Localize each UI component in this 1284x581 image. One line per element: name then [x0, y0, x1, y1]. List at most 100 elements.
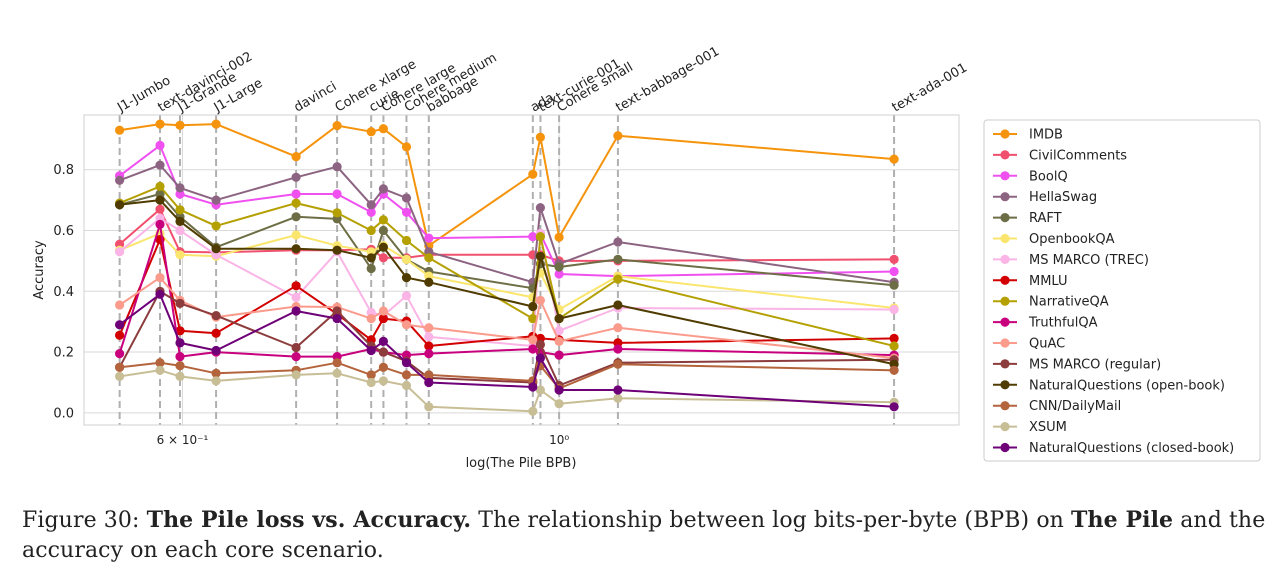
series-line: [118, 208, 895, 262]
data-point: [155, 181, 165, 191]
data-point: [613, 359, 623, 369]
legend-label: BoolQ: [1029, 169, 1068, 184]
data-point: [291, 292, 301, 302]
legend-label: CivilComments: [1029, 148, 1127, 163]
data-point: [155, 358, 165, 368]
data-point: [291, 352, 301, 362]
data-point: [889, 365, 899, 375]
data-point: [155, 219, 165, 229]
data-point: [613, 385, 623, 395]
data-point: [535, 339, 546, 350]
data-point: [366, 263, 376, 274]
legend-item: NaturalQuestions (open-book): [993, 378, 1225, 393]
data-point: [889, 154, 899, 164]
data-point: [291, 281, 301, 291]
data-point: [211, 345, 221, 356]
data-point: [424, 253, 434, 263]
caption-title: The Pile loss vs. Accuracy.: [146, 507, 472, 533]
data-point: [424, 402, 434, 412]
data-point: [554, 232, 564, 242]
legend-label: TruthfulQA: [1028, 316, 1098, 331]
legend-label: RAFT: [1029, 211, 1062, 226]
legend-swatch-marker: [1000, 192, 1010, 202]
legend-swatch-marker: [1000, 317, 1010, 327]
data-point: [366, 345, 376, 356]
data-point: [211, 368, 221, 378]
data-point: [366, 314, 376, 324]
data-point: [528, 335, 538, 345]
data-point: [211, 311, 221, 321]
data-point: [115, 247, 125, 257]
data-point: [332, 306, 342, 316]
legend-item: IMDB: [993, 128, 1063, 143]
data-point: [378, 336, 388, 346]
data-point: [291, 230, 301, 240]
data-point: [175, 298, 185, 308]
data-point: [155, 289, 165, 299]
legend-label: IMDB: [1029, 128, 1063, 143]
data-point: [175, 371, 185, 381]
caption-text-1: The relationship between log bits-per-by…: [471, 508, 1072, 533]
data-point: [889, 402, 899, 412]
series-xsum: [115, 365, 899, 416]
data-point: [366, 225, 376, 236]
legend-item: XSUM: [993, 420, 1067, 435]
series-imdb: [115, 119, 899, 251]
legend-item: MMLU: [993, 274, 1068, 289]
data-point: [332, 162, 342, 172]
data-point: [535, 132, 546, 142]
legend-swatch-marker: [1000, 233, 1010, 244]
data-point: [175, 216, 185, 226]
data-point: [378, 215, 388, 225]
data-point: [291, 370, 301, 380]
data-point: [175, 183, 185, 193]
model-labels: J1-Jumbotext-davinci-002J1-GrandeJ1-Larg…: [114, 44, 970, 116]
data-point: [378, 124, 388, 134]
data-point: [115, 362, 125, 372]
legend-swatch-marker: [1000, 171, 1010, 181]
data-point: [291, 306, 301, 316]
data-point: [401, 370, 412, 380]
legend-label: QuAC: [1029, 337, 1065, 352]
data-point: [175, 205, 185, 215]
data-point: [535, 385, 546, 395]
data-point: [332, 368, 342, 378]
data-point: [528, 301, 538, 312]
series-raft: [115, 189, 899, 293]
caption-bold-dataset: The Pile: [1071, 507, 1174, 533]
series-ms-marco-trec-: [115, 213, 899, 351]
legend-item: MS MARCO (TREC): [993, 253, 1149, 268]
data-point: [115, 175, 125, 185]
legend-item: OpenbookQA: [993, 232, 1115, 247]
legend-label: MS MARCO (regular): [1029, 357, 1161, 372]
model-label: text-babbage-001: [613, 44, 722, 115]
data-point: [528, 344, 538, 354]
legend-item: RAFT: [993, 211, 1062, 226]
y-tick-label: 0.0: [53, 406, 74, 421]
data-point: [424, 332, 434, 342]
data-point: [175, 250, 185, 260]
y-axis-ticks: 0.0 0.2 0.4 0.6 0.8: [53, 163, 74, 421]
data-point: [535, 203, 546, 213]
legend-label: NaturalQuestions (open-book): [1029, 378, 1225, 393]
data-point: [889, 254, 899, 264]
data-point: [401, 358, 412, 368]
data-point: [366, 370, 376, 380]
data-point: [115, 200, 125, 210]
data-point: [613, 344, 623, 354]
data-point: [613, 323, 623, 333]
legend-item: HellaSwag: [993, 190, 1097, 205]
data-point: [175, 352, 185, 362]
data-point: [378, 225, 388, 236]
data-point: [424, 277, 434, 287]
legend-item: NaturalQuestions (closed-book): [993, 441, 1234, 456]
data-point: [378, 347, 388, 357]
data-point: [211, 244, 221, 254]
data-point: [115, 349, 125, 359]
data-point: [401, 254, 412, 264]
data-point: [889, 280, 899, 290]
data-point: [401, 291, 412, 301]
data-point: [401, 142, 412, 152]
data-point: [211, 221, 221, 231]
data-point: [155, 365, 165, 375]
